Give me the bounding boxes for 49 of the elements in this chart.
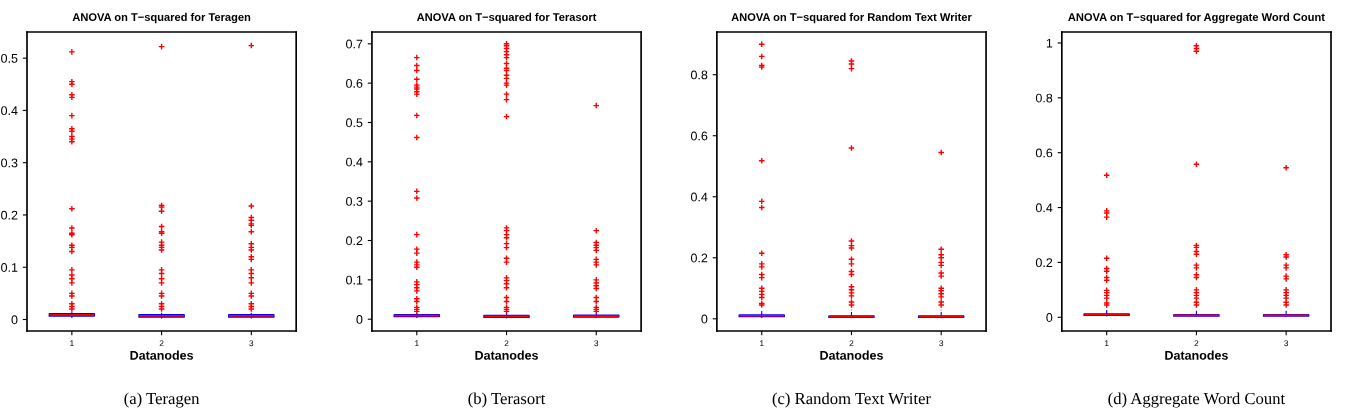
y-tick-label: 0 — [11, 315, 18, 325]
x-tick-label: 1 — [70, 340, 74, 347]
y-tick-label: 0.2 — [346, 236, 363, 246]
x-axis-title: Datanodes — [130, 350, 194, 360]
x-tick-label: 3 — [594, 340, 599, 347]
y-tick-label: 0.7 — [346, 39, 363, 49]
y-tick-label: 0 — [701, 314, 708, 324]
y-tick-label: 0 — [356, 315, 363, 324]
x-tick-label: 2 — [504, 340, 509, 347]
x-axis-title: Datanodes — [820, 350, 883, 360]
y-tick-label: 0.8 — [690, 70, 708, 80]
text: (d) Aggregate Word Count — [1108, 392, 1286, 408]
x-axis-title: Datanodes — [475, 350, 538, 360]
y-tick-label: 0 — [1046, 313, 1053, 322]
x-tick-label: 3 — [939, 340, 944, 347]
y-tick-label: 0.3 — [1, 158, 18, 168]
x-tick-label: 1 — [415, 340, 419, 347]
chart-title: ANOVA on T−squared for Teragen — [72, 12, 251, 24]
y-tick-label: 0.5 — [346, 118, 363, 128]
y-tick-label: 0.4 — [1035, 203, 1053, 213]
x-tick-label: 2 — [849, 340, 854, 347]
y-tick-label: 0.1 — [346, 275, 363, 285]
y-tick-label: 1 — [1046, 38, 1053, 48]
y-tick-label: 0.4 — [690, 192, 708, 202]
x-axis-title: Datanodes — [1165, 350, 1228, 360]
y-tick-label: 0.1 — [1, 263, 18, 272]
x-tick-label: 3 — [1284, 340, 1289, 347]
y-tick-label: 0.6 — [690, 131, 708, 141]
x-tick-label: 3 — [249, 340, 254, 347]
chart-title: ANOVA on T−squared for Aggregate Word Count — [1068, 12, 1325, 24]
y-tick-label: 0.4 — [346, 157, 363, 167]
y-tick-label: 0.3 — [346, 196, 363, 206]
y-tick-label: 0.8 — [1035, 93, 1053, 103]
y-tick-label: 0.6 — [346, 78, 363, 88]
y-tick-label: 0.6 — [1035, 148, 1053, 158]
x-tick-label: 2 — [159, 340, 164, 347]
chart-title: ANOVA on T−squared for Terasort — [416, 12, 597, 24]
text: (a) Teragen — [124, 392, 200, 408]
y-tick-label: 0.4 — [1, 106, 18, 116]
text: (b) Terasort — [468, 392, 546, 408]
y-tick-label: 0.5 — [1, 53, 18, 63]
y-tick-label: 0.2 — [1035, 258, 1053, 268]
y-tick-label: 0.2 — [1, 210, 18, 220]
text: (c) Random Text Writer — [772, 392, 931, 408]
x-tick-label: 1 — [1105, 340, 1109, 347]
x-tick-label: 1 — [760, 340, 764, 347]
y-tick-label: 0.2 — [690, 253, 708, 263]
chart-title: ANOVA on T−squared for Random Text Writer — [731, 12, 972, 24]
x-tick-label: 2 — [1194, 340, 1199, 347]
